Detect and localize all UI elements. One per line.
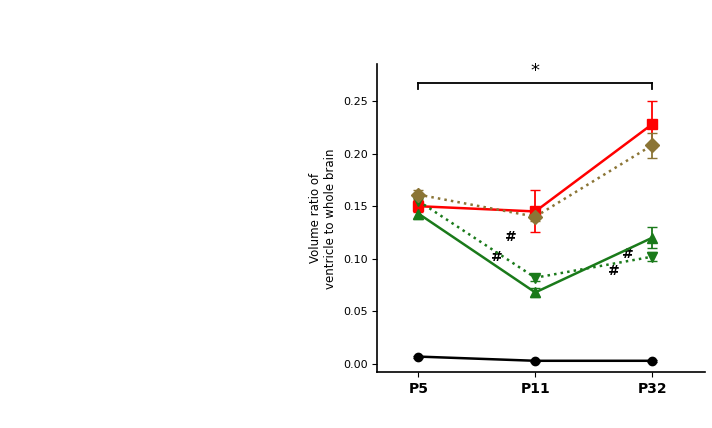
Text: #: # [622,247,634,261]
Y-axis label: Volume ratio of
ventricle to whole brain: Volume ratio of ventricle to whole brain [309,148,337,288]
Text: #: # [608,264,619,278]
Text: *: * [530,62,540,80]
Text: #: # [505,230,517,244]
Text: #: # [491,250,503,264]
